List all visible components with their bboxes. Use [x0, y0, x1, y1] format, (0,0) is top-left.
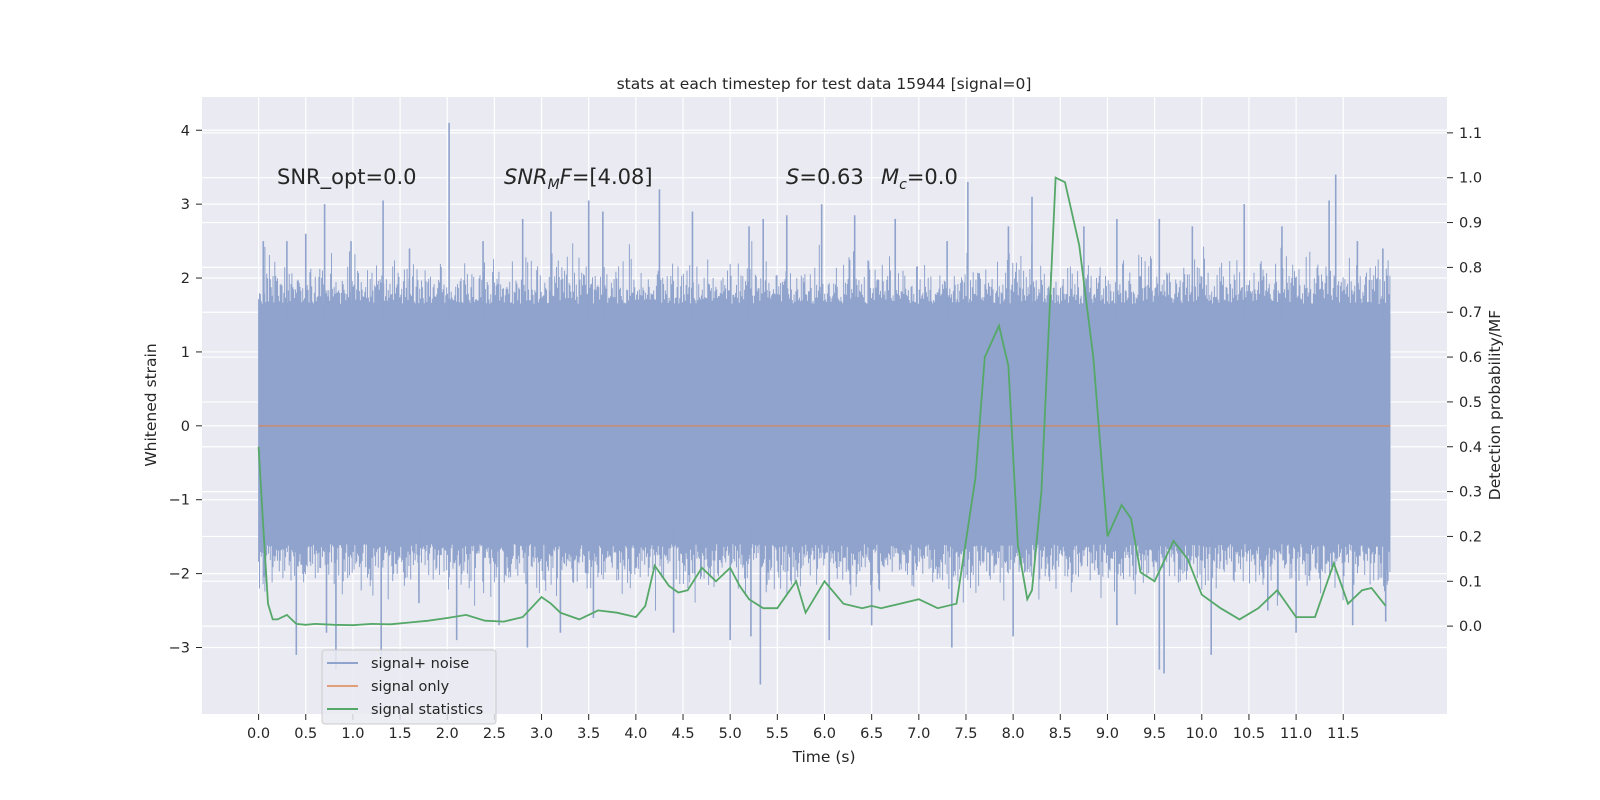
snr-mf-value: =[4.08]	[572, 165, 653, 189]
x-tick-label: 7.5	[954, 726, 977, 742]
x-tick-label: 5.0	[719, 726, 742, 742]
y2-axis-ticks: 0.0 0.1 0.2 0.3 0.4 0.5 0.6 0.7 0.8 0.9 1.0 1.1	[1447, 126, 1482, 635]
mc-subscript: c	[899, 177, 907, 193]
noise-envelope	[258, 241, 1391, 611]
legend-box	[321, 649, 497, 725]
y-tick-label: 2	[181, 271, 190, 287]
legend: signal+ noise signal only signal statist…	[321, 649, 497, 725]
s-annotation: S=0.63	[786, 165, 864, 189]
legend-label-noise: signal+ noise	[371, 656, 469, 672]
y2-tick-label: 0.8	[1459, 260, 1482, 276]
y-tick-label: 3	[181, 197, 190, 213]
x-tick-label: 4.5	[671, 726, 694, 742]
y-tick-label: −3	[169, 640, 190, 656]
x-tick-label: 4.0	[624, 726, 647, 742]
x-tick-label: 6.5	[860, 726, 883, 742]
mc-value: =0.0	[907, 165, 958, 189]
mc-annotation: Mc=0.0	[881, 165, 958, 193]
x-tick-label: 11.5	[1327, 726, 1359, 742]
snr-mf-annotation: SNRMF=[4.08]	[504, 165, 653, 193]
legend-label-stats: signal statistics	[371, 702, 483, 718]
y2-tick-label: 1.0	[1459, 171, 1482, 187]
y-tick-label: 4	[181, 123, 190, 139]
snr-mf-symbol: SNR	[504, 165, 548, 189]
y-axis-label: Whitened strain	[142, 343, 160, 466]
snr-opt-annotation: SNR_opt=0.0	[277, 165, 417, 190]
x-tick-label: 0.5	[294, 726, 317, 742]
x-tick-label: 5.5	[766, 726, 789, 742]
chart-title: stats at each timestep for test data 159…	[617, 75, 1032, 93]
signal-statistics-line	[257, 176, 1387, 627]
x-axis-label: Time (s)	[791, 748, 855, 766]
y2-tick-label: 0.4	[1459, 440, 1482, 456]
x-tick-label: 1.5	[389, 726, 412, 742]
snr-mf-subscript: M	[548, 177, 560, 193]
x-tick-label: 0.0	[247, 726, 270, 742]
y-tick-label: −1	[169, 493, 190, 509]
x-axis-ticks: 0.0 0.5 1.0 1.5 2.0 2.5 3.0 3.5 4.0 4.5 5.0 5.5 6.0 6…	[247, 714, 1359, 742]
x-tick-label: 10.0	[1186, 726, 1218, 742]
x-tick-label: 6.0	[813, 726, 836, 742]
y2-tick-label: 0.5	[1459, 395, 1482, 411]
y-tick-label: −2	[169, 567, 190, 583]
x-tick-label: 9.0	[1096, 726, 1119, 742]
x-tick-label: 3.0	[530, 726, 553, 742]
legend-label-signal: signal only	[371, 679, 450, 695]
x-tick-label: 3.5	[577, 726, 600, 742]
x-tick-label: 8.5	[1049, 726, 1072, 742]
s-value: =0.63	[799, 165, 863, 189]
s-symbol: S	[786, 165, 799, 189]
x-tick-label: 2.5	[483, 726, 506, 742]
y-axis-ticks: −3 −2 −1 0 1 2 3 4	[169, 123, 202, 656]
y-tick-label: 1	[181, 345, 190, 361]
y2-axis-label: Detection probability/MF	[1486, 310, 1504, 501]
y-tick-label: 0	[181, 419, 190, 435]
y2-tick-label: 1.1	[1459, 126, 1482, 142]
y2-tick-label: 0.7	[1459, 305, 1482, 321]
snr-mf-rest: F	[560, 165, 573, 189]
x-tick-label: 1.0	[341, 726, 364, 742]
y2-tick-label: 0.0	[1459, 619, 1482, 635]
mc-symbol: M	[881, 165, 899, 189]
x-tick-label: 7.0	[907, 726, 930, 742]
x-tick-label: 2.0	[436, 726, 459, 742]
y2-tick-label: 0.3	[1459, 485, 1482, 501]
x-tick-label: 9.5	[1143, 726, 1166, 742]
x-tick-label: 10.5	[1233, 726, 1265, 742]
y2-tick-label: 0.1	[1459, 574, 1482, 590]
x-tick-label: 8.0	[1002, 726, 1025, 742]
y2-tick-label: 0.6	[1459, 350, 1482, 366]
y2-tick-label: 0.2	[1459, 529, 1482, 545]
snr-opt-text: SNR_opt=0.0	[277, 165, 417, 190]
x-tick-label: 11.0	[1280, 726, 1312, 742]
y2-tick-label: 0.9	[1459, 216, 1482, 232]
